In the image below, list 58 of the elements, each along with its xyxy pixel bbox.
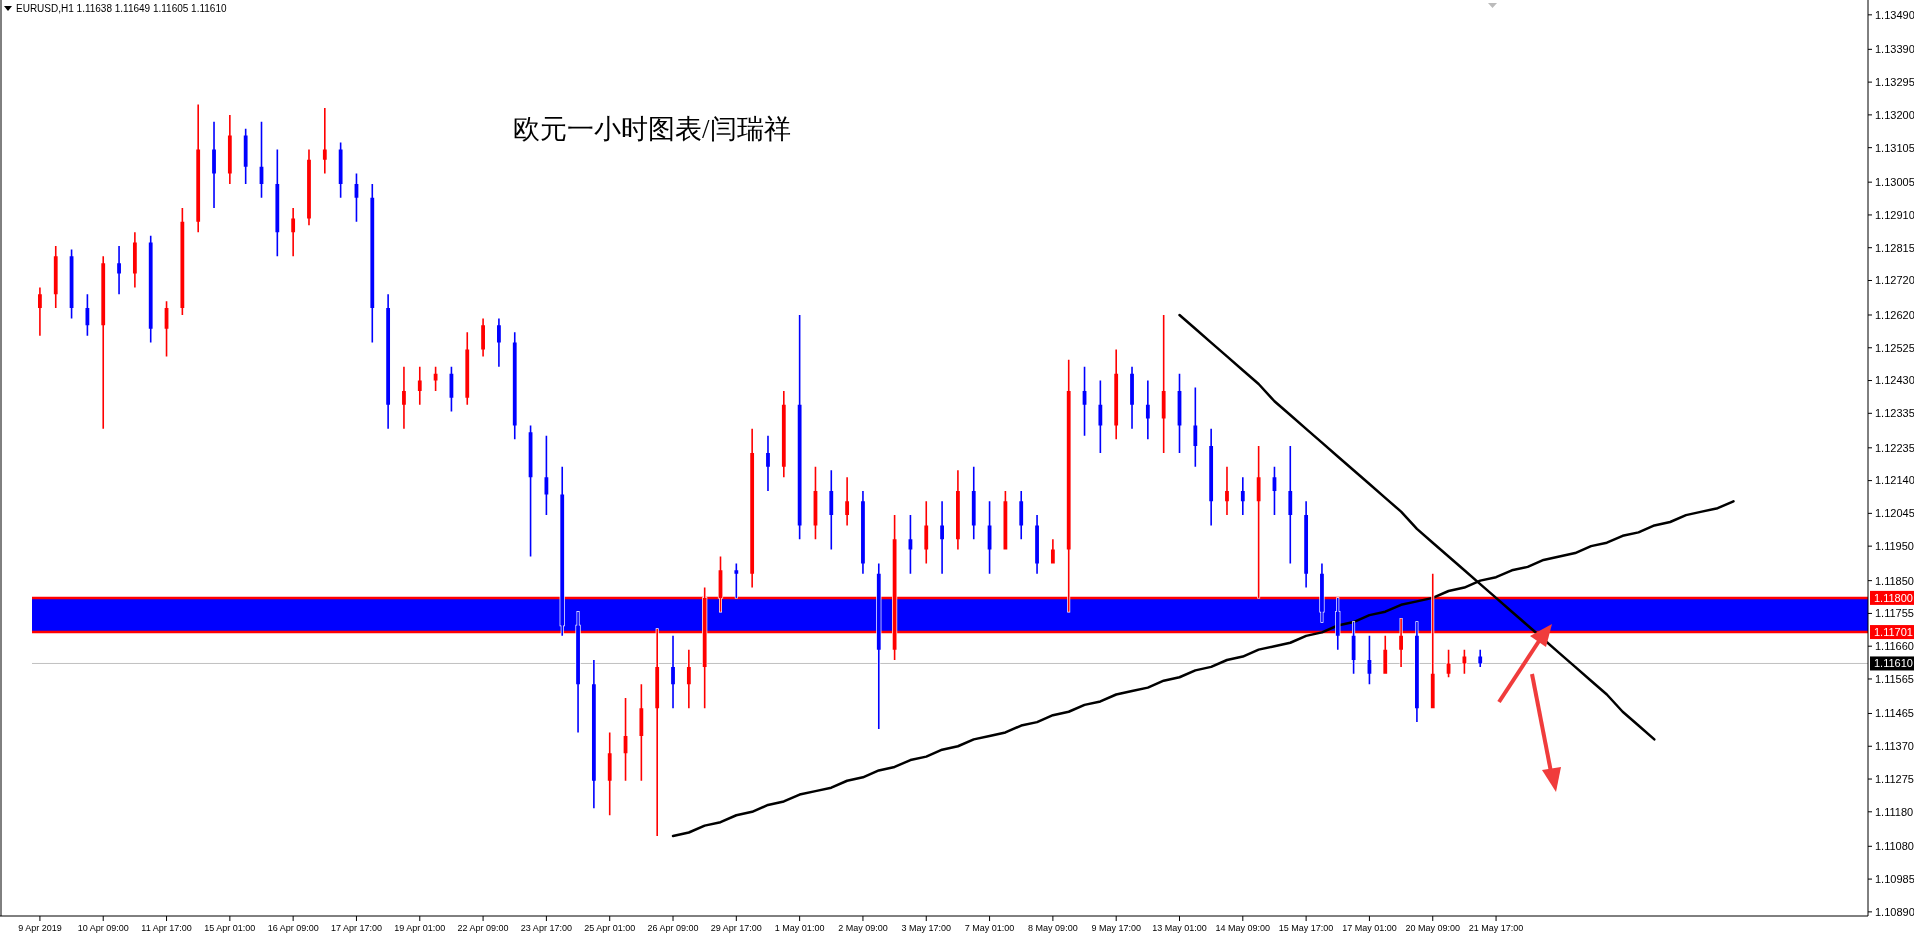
x-tick-label: 9 May 17:00: [1091, 923, 1141, 933]
y-tick-label: 1.11275: [1875, 772, 1914, 785]
x-tick-label: 11 Apr 17:00: [141, 923, 192, 933]
y-tick-label: 1.12140: [1875, 474, 1914, 487]
y-tick-label: 1.12815: [1875, 241, 1914, 254]
y-tick-label: 1.11660: [1875, 640, 1914, 653]
x-tick-label: 10 Apr 09:00: [77, 923, 129, 933]
x-tick-label: 9 Apr 2019: [18, 923, 62, 933]
text: 欧元一小时图表/闫瑞祥: [513, 114, 791, 144]
y-tick-label: 1.13005: [1875, 176, 1914, 189]
x-tick-label: 23 Apr 17:00: [520, 923, 572, 933]
x-tick-label: 2 May 09:00: [838, 923, 888, 933]
x-tick-label: 19 Apr 01:00: [394, 923, 446, 933]
y-tick-label: 1.11850: [1875, 574, 1914, 587]
x-tick-label: 1 May 01:00: [774, 923, 825, 933]
x-tick-label: 16 Apr 09:00: [267, 923, 319, 933]
x-tick-label: 15 May 17:00: [1278, 923, 1334, 933]
y-tick-label: 1.12525: [1875, 341, 1914, 354]
y-tick-label: 1.13105: [1875, 141, 1914, 154]
y-tick-label: 1.11755: [1875, 607, 1914, 620]
y-tick-label: 1.11080: [1875, 840, 1914, 853]
y-tick-label: 1.13295: [1875, 75, 1914, 88]
x-tick-label: 29 Apr 17:00: [710, 923, 762, 933]
candlestick: [1224, 466, 1230, 516]
x-tick-label: 21 May 17:00: [1468, 923, 1524, 933]
x-tick-label: 17 May 01:00: [1342, 923, 1397, 933]
annotation: EURUSD,H1 1.11638 1.11649 1.11605 1.11610: [16, 3, 227, 14]
x-tick-label: 22 Apr 09:00: [457, 923, 509, 933]
y-tick-label: 1.10890: [1875, 905, 1914, 918]
x-tick-label: 14 May 09:00: [1215, 923, 1271, 933]
x-tick-label: 17 Apr 17:00: [330, 923, 382, 933]
y-tick-label: 1.11370: [1875, 740, 1914, 753]
y-tick-label: 1.11180: [1875, 805, 1914, 818]
ref-line-label: 1.11800: [1874, 591, 1913, 604]
y-tick-label: 1.11950: [1875, 540, 1914, 552]
ref-line-label: 1.11610: [1874, 657, 1913, 670]
y-tick-label: 1.13200: [1875, 108, 1914, 121]
y-tick-label: 1.11465: [1875, 707, 1914, 720]
x-tick-label: 20 May 09:00: [1405, 923, 1461, 933]
x-tick-label: 15 Apr 01:00: [204, 923, 256, 933]
x-tick-label: 13 May 01:00: [1152, 923, 1207, 933]
y-tick-label: 1.12235: [1875, 441, 1914, 454]
y-tick-label: 1.12430: [1875, 374, 1914, 387]
y-tick-label: 1.13490: [1875, 8, 1914, 21]
y-tick-label: 1.11565: [1875, 672, 1914, 685]
x-tick-label: 7 May 01:00: [964, 923, 1015, 933]
x-tick-label: 8 May 09:00: [1028, 923, 1078, 933]
y-tick-label: 1.12045: [1875, 507, 1914, 520]
ref-line-label: 1.11701: [1874, 625, 1913, 638]
y-tick-label: 1.12620: [1875, 308, 1914, 321]
x-tick-label: 3 May 17:00: [901, 923, 952, 933]
x-tick-label: 26 Apr 09:00: [647, 923, 699, 933]
y-tick-label: 1.13390: [1875, 43, 1914, 56]
y-tick-label: 1.12335: [1875, 407, 1914, 420]
y-tick-label: 1.12910: [1875, 208, 1914, 221]
x-tick-label: 25 Apr 01:00: [584, 923, 636, 933]
y-tick-label: 1.12720: [1875, 274, 1914, 287]
y-tick-label: 1.10985: [1875, 872, 1914, 885]
